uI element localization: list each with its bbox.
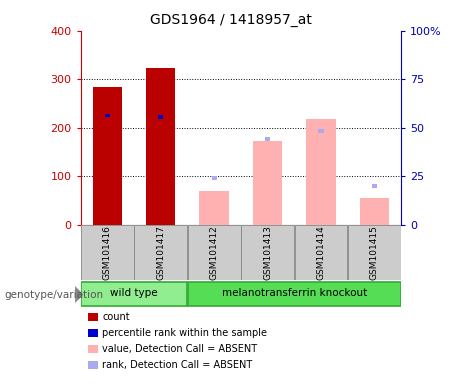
Text: genotype/variation: genotype/variation [5,290,104,300]
Bar [146,68,176,225]
Bar [200,191,229,225]
Bar [348,225,401,280]
Text: GSM101414: GSM101414 [316,225,325,280]
Bar [295,225,348,280]
Bar [372,184,377,188]
Bar [158,115,164,119]
Bar [188,282,401,306]
Bar [360,198,389,225]
Bar [81,225,134,280]
Bar [81,282,187,306]
Text: rank, Detection Call = ABSENT: rank, Detection Call = ABSENT [102,360,253,370]
Bar [241,225,294,280]
Text: GDS1964 / 1418957_at: GDS1964 / 1418957_at [149,13,312,27]
Text: percentile rank within the sample: percentile rank within the sample [102,328,267,338]
Bar [253,141,282,225]
Bar [212,176,217,180]
Text: value, Detection Call = ABSENT: value, Detection Call = ABSENT [102,344,257,354]
Text: wild type: wild type [110,288,158,298]
Text: GSM101413: GSM101413 [263,225,272,280]
Text: GSM101417: GSM101417 [156,225,165,280]
Bar [134,225,187,280]
Bar [306,119,336,225]
Bar [93,88,122,225]
Bar [265,137,270,141]
Text: GSM101416: GSM101416 [103,225,112,280]
Text: melanotransferrin knockout: melanotransferrin knockout [222,288,367,298]
Bar [188,225,241,280]
Text: GSM101412: GSM101412 [210,225,219,280]
Text: count: count [102,312,130,322]
Text: GSM101415: GSM101415 [370,225,379,280]
Bar [318,129,324,133]
Bar [105,114,110,118]
